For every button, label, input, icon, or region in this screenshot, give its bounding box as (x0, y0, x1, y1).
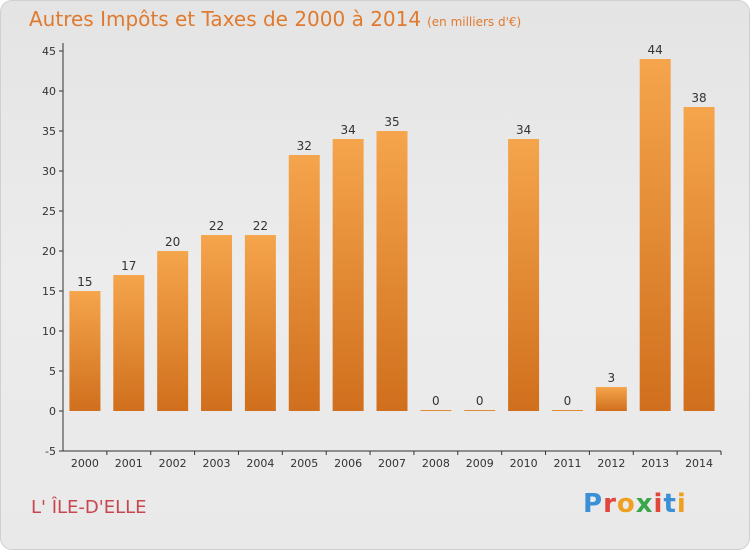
data-label: 17 (121, 259, 136, 273)
data-label: 22 (253, 219, 268, 233)
bar (157, 251, 189, 411)
bar (244, 235, 276, 411)
y-tick-label: 5 (49, 365, 56, 378)
data-label: 0 (432, 394, 440, 408)
data-label: 32 (297, 139, 312, 153)
chart-bars (69, 59, 715, 411)
x-tick-label: 2005 (290, 457, 318, 470)
bar (332, 139, 364, 411)
chart-labels: 15 17 20 22 22 32 34 35 0 0 34 0 3 44 38 (77, 43, 706, 408)
bar (595, 387, 627, 411)
chart-unit: (en milliers d'€) (427, 15, 522, 29)
data-label: 34 (516, 123, 531, 137)
y-tick-label: 20 (42, 245, 56, 258)
data-label: 34 (340, 123, 355, 137)
chart-title-text: Autres Impôts et Taxes de 2000 à 2014 (29, 7, 422, 31)
x-tick-label: 2007 (378, 457, 406, 470)
bar (113, 275, 145, 411)
y-tick-label: 40 (42, 85, 56, 98)
data-label: 0 (476, 394, 484, 408)
bar (201, 235, 233, 411)
data-label: 35 (384, 115, 399, 129)
bar (376, 131, 408, 411)
x-tick-label: 2001 (115, 457, 143, 470)
y-tick-label: -5 (45, 445, 56, 458)
bar (288, 155, 320, 411)
x-tick-label: 2003 (203, 457, 231, 470)
data-label: 20 (165, 235, 180, 249)
chart-title: Autres Impôts et Taxes de 2000 à 2014 (en… (29, 7, 521, 31)
data-label: 3 (608, 371, 616, 385)
data-label: 0 (564, 394, 572, 408)
bar (639, 59, 671, 411)
x-tick-label: 2004 (246, 457, 274, 470)
y-tick-label: 35 (42, 125, 56, 138)
data-label: 22 (209, 219, 224, 233)
x-tick-label: 2013 (641, 457, 669, 470)
bar (69, 291, 101, 411)
data-label: 38 (691, 91, 706, 105)
proxiti-logo[interactable]: Proxiti (583, 489, 687, 519)
commune-name: L' ÎLE-D'ELLE (31, 497, 147, 518)
x-tick-label: 2000 (71, 457, 99, 470)
x-tick-label: 2010 (510, 457, 538, 470)
bar (683, 107, 715, 411)
x-tick-label: 2009 (466, 457, 494, 470)
data-label: 15 (77, 275, 92, 289)
x-tick-label: 2012 (597, 457, 625, 470)
y-tick-label: 15 (42, 285, 56, 298)
bar (420, 410, 452, 411)
x-tick-label: 2002 (159, 457, 187, 470)
bar (464, 410, 496, 411)
x-tick-label: 2014 (685, 457, 713, 470)
x-tick-label: 2008 (422, 457, 450, 470)
y-tick-label: 45 (42, 45, 56, 58)
x-tick-label: 2011 (553, 457, 581, 470)
bar (551, 410, 583, 411)
bar (508, 139, 540, 411)
data-label: 44 (648, 43, 663, 57)
x-tick-label: 2006 (334, 457, 362, 470)
y-tick-label: 10 (42, 325, 56, 338)
y-tick-label: 25 (42, 205, 56, 218)
y-tick-label: 0 (49, 405, 56, 418)
y-tick-label: 30 (42, 165, 56, 178)
